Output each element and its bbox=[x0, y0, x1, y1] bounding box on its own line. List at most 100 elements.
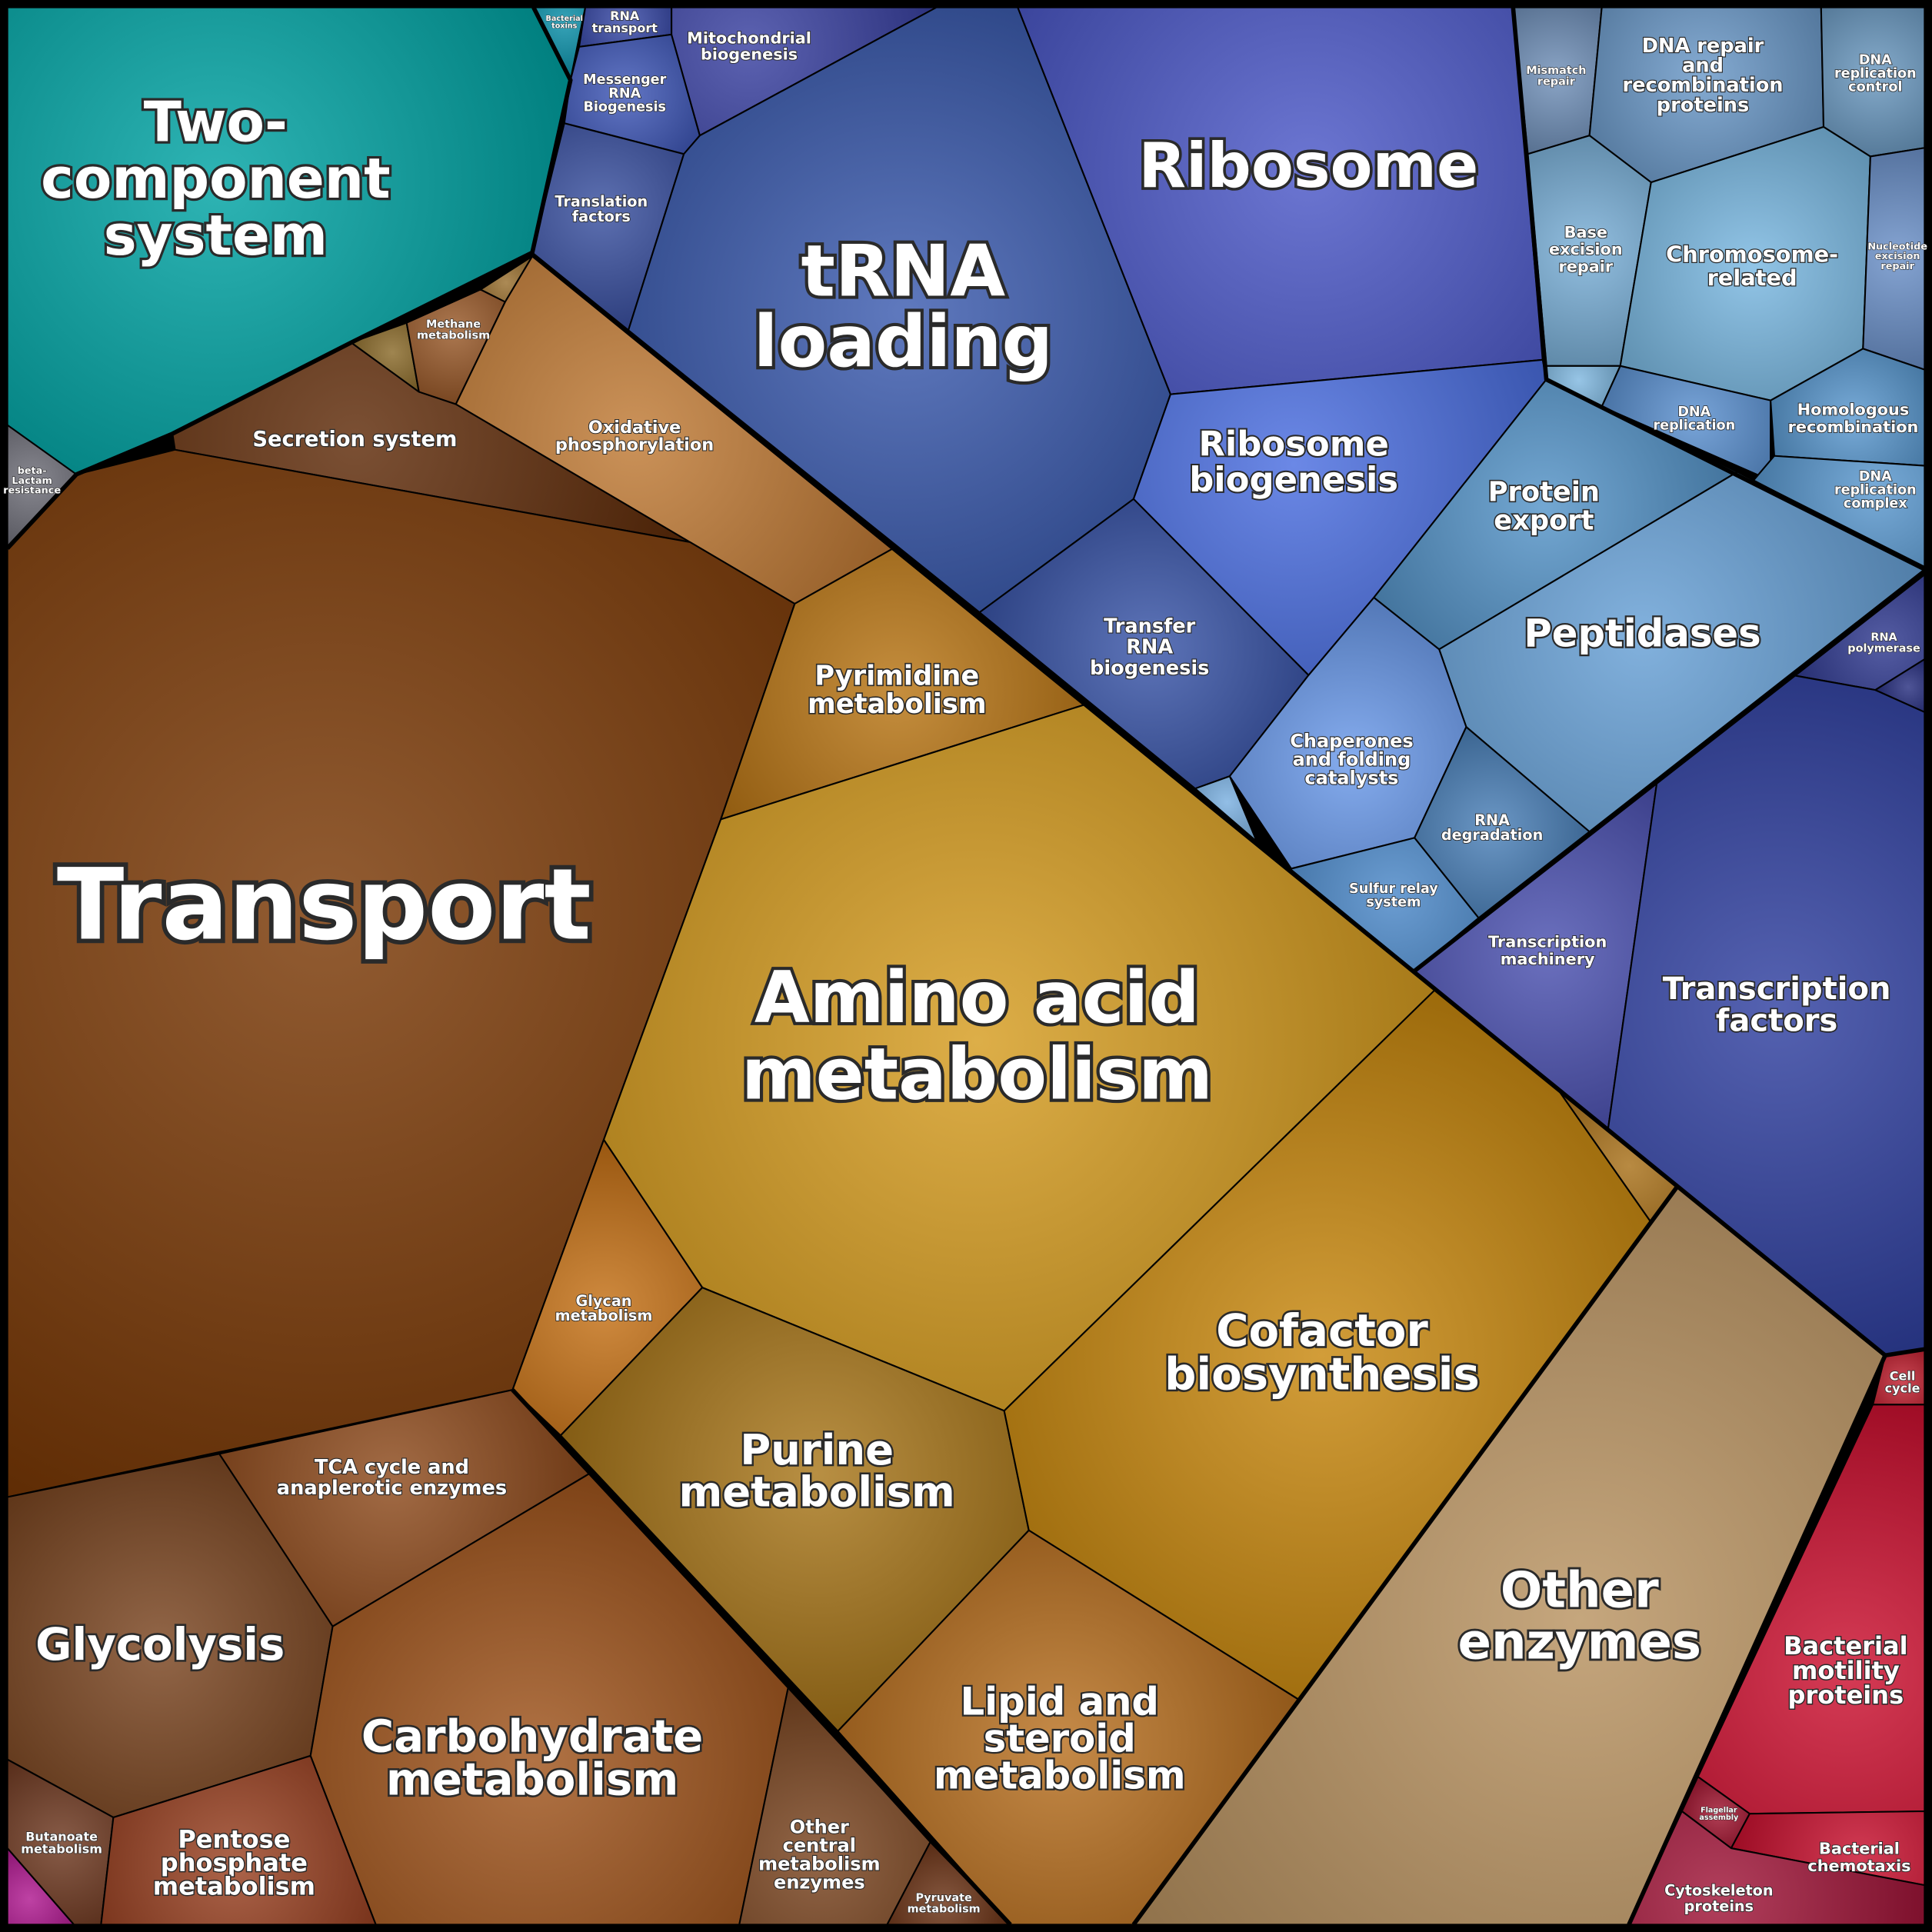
label-line: RNA bbox=[1870, 631, 1897, 644]
label-line: Pyrimidine bbox=[814, 660, 979, 691]
label-line: Flagellar bbox=[1700, 1806, 1737, 1814]
label-line: DNA bbox=[1859, 469, 1892, 485]
label-line: system bbox=[1366, 894, 1421, 910]
label-line: proteins bbox=[1788, 1681, 1904, 1710]
label-line: Bacterial bbox=[546, 15, 583, 23]
cell-label: Translation factors bbox=[555, 192, 648, 225]
cell-label: Messenger RNA Biogenesis bbox=[583, 72, 666, 115]
label-line: RNA bbox=[610, 8, 640, 22]
label-line: excision bbox=[1875, 251, 1920, 262]
label-line: component bbox=[41, 147, 390, 212]
label-line: metabolism bbox=[386, 1753, 678, 1805]
label-line: enzymes bbox=[774, 1872, 865, 1894]
label-line: degradation bbox=[1441, 826, 1543, 844]
label-line: central bbox=[783, 1835, 856, 1857]
label-line: replication bbox=[1834, 66, 1917, 82]
label-line: Translation bbox=[555, 192, 648, 210]
label-line: Two- bbox=[144, 90, 288, 155]
cell-label: Amino acid metabolism bbox=[741, 956, 1213, 1115]
cell-label: TCA cycle and anaplerotic enzymes bbox=[277, 1456, 507, 1500]
label-line: factors bbox=[572, 207, 631, 225]
region-border bbox=[5, 6, 573, 550]
label-line: steroid bbox=[984, 1716, 1136, 1760]
cell-label: RNA polymerase bbox=[1847, 631, 1920, 655]
label-line: metabolism bbox=[808, 688, 987, 720]
label-line: complex bbox=[1844, 496, 1907, 511]
label-line: loading bbox=[754, 300, 1053, 383]
label-line: replication bbox=[1653, 418, 1735, 434]
label-line: beta- bbox=[18, 465, 47, 476]
cell-label: Purine metabolism bbox=[678, 1425, 954, 1516]
region-border bbox=[1511, 7, 1926, 571]
label-line: Oxidative bbox=[588, 417, 681, 437]
cell-label: beta-Lactam resistance bbox=[3, 465, 61, 496]
cell-label: Mitochondrial biogenesis bbox=[687, 28, 811, 63]
label-line: Cofactor bbox=[1216, 1304, 1428, 1357]
cell-label: Bacterial motility proteins bbox=[1784, 1631, 1907, 1710]
cell-label: Bacterial toxins bbox=[546, 15, 583, 31]
label-line: TCA cycle and bbox=[315, 1456, 469, 1479]
label-line: Butanoate bbox=[25, 1829, 98, 1844]
cell-label: Protein export bbox=[1488, 477, 1600, 537]
cell-label: Ribosome bbox=[1138, 130, 1478, 202]
label-line: Transcription bbox=[1663, 971, 1891, 1007]
label-line: and bbox=[1682, 55, 1724, 78]
cell-label: Secretion system bbox=[252, 427, 457, 451]
cell-label: Transport bbox=[57, 848, 591, 963]
label-line: Sulfur relay bbox=[1349, 881, 1438, 897]
cell-label: Pyrimidine metabolism bbox=[808, 660, 987, 720]
cell-label: Butanoate metabolism bbox=[21, 1829, 102, 1856]
label-line: transport bbox=[592, 20, 658, 35]
cell-label: Transfer RNA biogenesis bbox=[1090, 615, 1209, 679]
cell-label: Oxidative phosphorylation bbox=[555, 417, 714, 454]
cell-label: Flagellar assembly bbox=[1699, 1806, 1739, 1822]
cell-label: Nucleotide excision repair bbox=[1867, 241, 1927, 272]
label-line: Purine bbox=[740, 1425, 894, 1474]
label-line: Lactam bbox=[12, 475, 52, 486]
cell-label: Mismatch repair bbox=[1526, 65, 1586, 88]
cell-label: Transcription factors bbox=[1663, 971, 1891, 1039]
label-line: Lipid and bbox=[961, 1679, 1159, 1724]
cell-label: DNA replication control bbox=[1834, 53, 1917, 95]
label-line: factors bbox=[1716, 1004, 1837, 1039]
label-line: DNA bbox=[1677, 405, 1710, 420]
label-line: Glycolysis bbox=[35, 1618, 285, 1671]
label-line: Methane bbox=[426, 318, 481, 331]
label-line: Pentose bbox=[178, 1824, 290, 1854]
label-line: export bbox=[1494, 505, 1594, 536]
label-line: replication bbox=[1834, 483, 1917, 498]
label-line: Other bbox=[790, 1817, 849, 1838]
label-line: related bbox=[1707, 265, 1797, 291]
region-border bbox=[528, 251, 1925, 1358]
label-line: excision bbox=[1549, 240, 1623, 258]
label-line: proteins bbox=[1684, 1897, 1754, 1915]
cell-label: Peptidases bbox=[1524, 611, 1760, 655]
label-line: Ribosome bbox=[1198, 424, 1388, 465]
cell-label: Pentose phosphate metabolism bbox=[153, 1824, 315, 1900]
label-line: anaplerotic enzymes bbox=[277, 1477, 507, 1500]
label-line: Bacterial bbox=[1819, 1840, 1900, 1858]
label-line: polymerase bbox=[1847, 642, 1920, 655]
label-line: Cell bbox=[1890, 1368, 1916, 1383]
cell-label: Cell cycle bbox=[1885, 1368, 1920, 1395]
label-line: biogenesis bbox=[701, 45, 798, 63]
label-line: biogenesis bbox=[1189, 459, 1398, 500]
label-line: metabolism bbox=[153, 1871, 315, 1900]
cell-label: DNA replication bbox=[1653, 405, 1735, 434]
label-line: machinery bbox=[1501, 950, 1595, 968]
label-line: DNA repair bbox=[1642, 35, 1764, 58]
label-line: metabolism bbox=[908, 1903, 981, 1915]
label-line: cycle bbox=[1885, 1381, 1920, 1395]
cell-label: Chaperones and folding catalysts bbox=[1290, 730, 1413, 788]
cell-label: RNA degradation bbox=[1441, 811, 1543, 843]
label-line: repair bbox=[1537, 76, 1576, 88]
label-line: control bbox=[1848, 80, 1902, 95]
region-border bbox=[1131, 1184, 1681, 1927]
cell-label: Methane metabolism bbox=[417, 318, 490, 341]
label-line: metabolism bbox=[741, 1033, 1213, 1116]
cell-label: Chromosome-related bbox=[1666, 241, 1838, 290]
cell-label: DNA repair and recombination proteins bbox=[1622, 35, 1783, 117]
cell-label: Glycolysis bbox=[35, 1618, 285, 1671]
